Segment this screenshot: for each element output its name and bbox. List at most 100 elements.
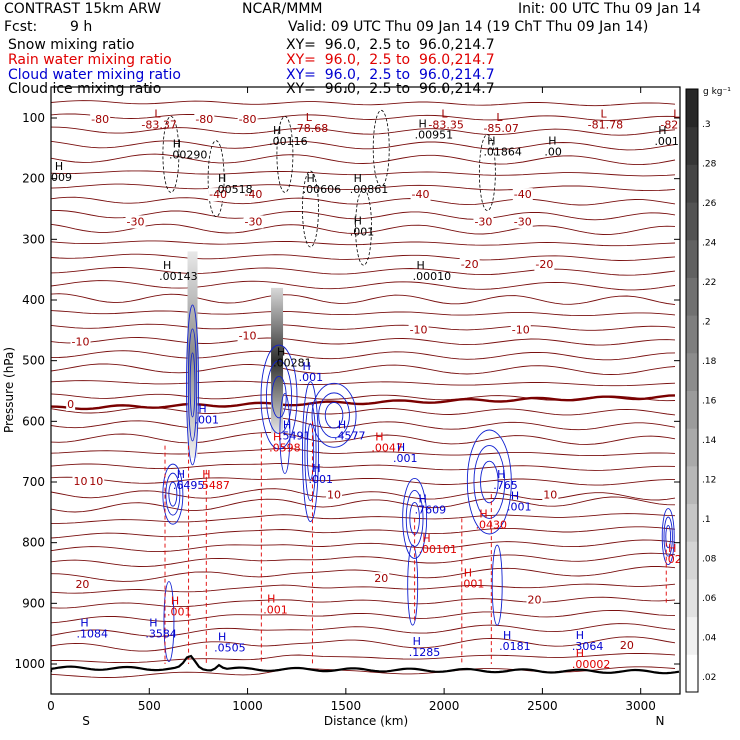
x-end-left: S — [82, 714, 90, 728]
isotherm-label: -40 — [412, 188, 430, 201]
cloud-water-contour — [402, 477, 428, 559]
isotherm-line — [51, 623, 676, 637]
label-bg — [410, 188, 431, 202]
max-letter: H — [338, 418, 346, 431]
label-bg — [373, 572, 390, 586]
max-value: .001 — [263, 603, 288, 616]
label-bg — [70, 335, 91, 349]
isotherm-line — [51, 140, 676, 151]
label-bg — [618, 638, 635, 652]
cloud-water-contour — [480, 460, 499, 504]
isotherm-line — [51, 447, 676, 457]
isotherm-line — [51, 609, 676, 624]
cloud-ice-contour — [207, 140, 225, 218]
label-bg — [72, 475, 89, 489]
max-value: .00951 — [415, 128, 454, 141]
isotherm-label: 20 — [620, 639, 634, 652]
max-value: .0047 — [371, 441, 403, 454]
max-value: .0181 — [499, 640, 530, 653]
cloud-water-contour — [279, 393, 291, 474]
isotherm-line — [51, 293, 676, 306]
max-letter: H — [479, 508, 487, 521]
max-value: .1285 — [409, 646, 441, 659]
max-letter: H — [511, 489, 519, 502]
cloud-water-contour — [189, 352, 196, 418]
isotherm-line — [51, 496, 676, 513]
isotherm-line — [51, 337, 676, 346]
label-bg — [512, 188, 533, 202]
label-bg — [74, 578, 91, 592]
isotherm-line — [51, 462, 676, 471]
colorbar-tick-label: .28 — [702, 160, 717, 170]
y-tick-label: 200 — [22, 172, 45, 186]
legend-xy-cloud-ice: XY= 96.0, 2.5 to 96.0,214.7 — [286, 81, 495, 97]
max-value: .3584 — [145, 628, 177, 641]
isotherm-label: 20 — [75, 578, 89, 591]
isotherm-line — [51, 100, 676, 107]
y-tick-label: 100 — [22, 111, 45, 125]
min-value: -83.37 — [141, 118, 176, 131]
max-letter: H — [273, 124, 281, 137]
label-bg — [473, 215, 494, 229]
isotherm-line — [51, 596, 676, 609]
y-tick-label: 600 — [22, 414, 45, 428]
cloud-water-contour — [163, 581, 175, 662]
max-letter: H — [576, 629, 584, 642]
max-value: .001 — [167, 605, 192, 618]
max-letter: H — [375, 430, 383, 443]
x-tick-label: 3000 — [625, 699, 656, 713]
isotherm-label: -10 — [72, 336, 90, 349]
cloud-water-contour — [302, 381, 319, 523]
max-value: .00606 — [303, 183, 342, 196]
isotherm-line — [51, 417, 676, 431]
max-value: .001 — [194, 414, 219, 427]
isotherm-line — [51, 476, 675, 486]
max-value: .3064 — [572, 640, 604, 653]
isotherm-line — [51, 183, 676, 192]
cloud-water-contour — [318, 392, 350, 439]
snow-column-1 — [187, 251, 198, 458]
label-bg — [408, 323, 429, 337]
max-letter: H — [312, 462, 320, 475]
header-init: Init: 00 UTC Thu 09 Jan 14 — [518, 1, 701, 17]
colorbar-swatch — [686, 89, 698, 128]
isotherm-line — [51, 196, 676, 206]
max-letter: H — [576, 647, 584, 660]
cloud-water-contour — [304, 402, 317, 502]
x-axis-title: Distance (km) — [324, 714, 408, 728]
max-value: .00143 — [159, 270, 198, 283]
max-value: .001 — [350, 225, 375, 238]
legend-row-snow: Snow mixing ratio — [8, 37, 134, 53]
cloud-ice-contour — [302, 170, 319, 248]
cloud-water-contour — [311, 382, 357, 448]
colorbar-tick-label: .24 — [702, 239, 717, 249]
max-letter: H — [413, 635, 421, 648]
max-letter: H — [417, 259, 425, 272]
header-org: NCAR/MMM — [242, 1, 323, 17]
isotherm-line — [51, 310, 676, 317]
isotherm-line — [51, 280, 676, 291]
colorbar-tick-label: .04 — [702, 634, 717, 644]
isotherm-line — [51, 552, 676, 567]
max-letter: H — [218, 172, 226, 185]
max-letter: H — [422, 532, 430, 545]
max-letter: H — [273, 430, 281, 443]
colorbar-swatch — [686, 126, 698, 165]
min-letter: L — [496, 111, 503, 124]
isotherm-label: 20 — [374, 572, 388, 585]
legend-row-cloud-ice: Cloud ice mixing ratio — [8, 81, 161, 97]
max-value: .00116 — [269, 135, 308, 148]
max-value: .001 — [507, 500, 532, 513]
cloud-water-contour — [260, 344, 298, 450]
legend-xy-rain: XY= 96.0, 2.5 to 96.0,214.7 — [286, 52, 495, 68]
label-bg — [208, 188, 229, 202]
cloud-water-contour — [265, 360, 293, 434]
y-axis-title: Pressure (hPa) — [2, 347, 16, 433]
max-letter: H — [658, 124, 666, 137]
cloud-water-contour — [466, 429, 512, 535]
colorbar-tick-label: .22 — [702, 278, 716, 288]
isotherm-line — [51, 583, 676, 594]
colorbar-tick-label: .18 — [702, 357, 717, 367]
max-value: .001 — [308, 473, 333, 486]
max-letter: H — [177, 468, 185, 481]
